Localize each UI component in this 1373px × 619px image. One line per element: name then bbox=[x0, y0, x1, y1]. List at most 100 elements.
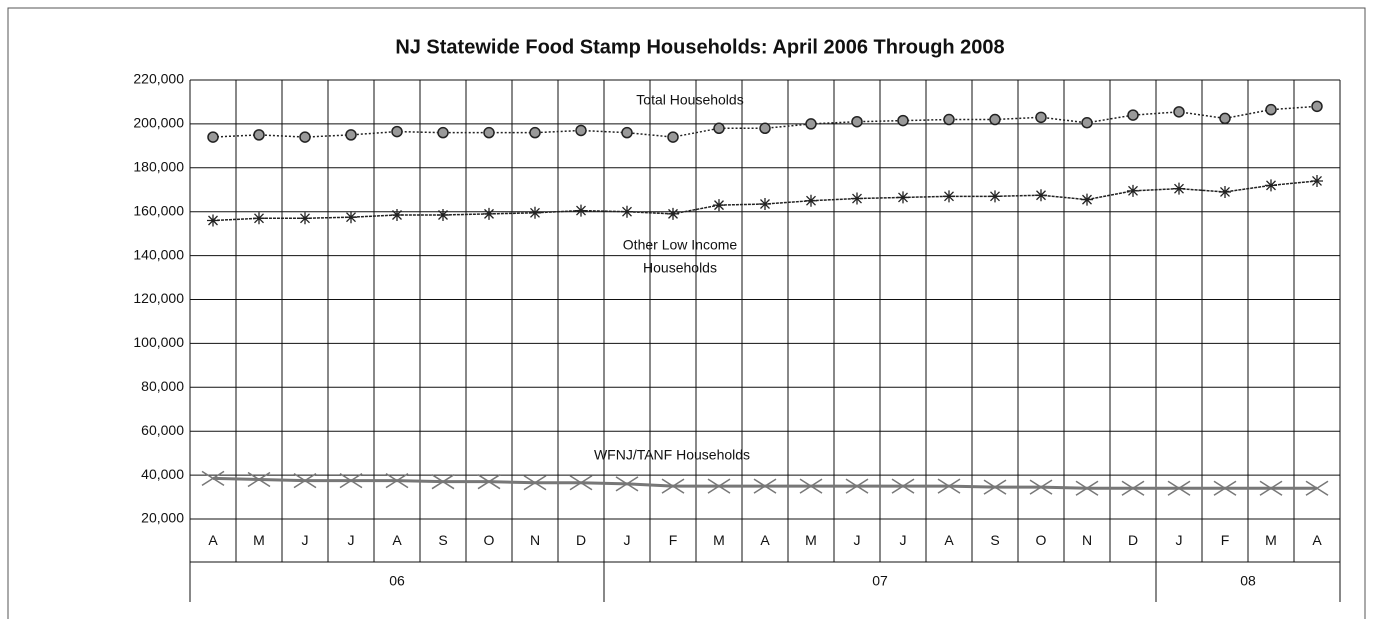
marker-circle bbox=[483, 126, 495, 139]
x-tick-label: A bbox=[1312, 532, 1322, 548]
y-tick-label: 60,000 bbox=[141, 422, 184, 438]
marker-asterisk bbox=[621, 205, 633, 218]
marker-x bbox=[201, 470, 225, 487]
marker-asterisk bbox=[483, 207, 495, 220]
marker-circle bbox=[943, 113, 955, 126]
x-tick-label: M bbox=[1265, 532, 1277, 548]
x-tick-label: J bbox=[854, 532, 861, 548]
marker-circle bbox=[207, 131, 219, 143]
x-tick-label: A bbox=[760, 532, 770, 548]
marker-circle bbox=[989, 113, 1001, 126]
x-tick-label: D bbox=[576, 532, 586, 548]
x-tick-label: A bbox=[208, 532, 218, 548]
series-label: Total Households bbox=[636, 92, 743, 108]
marker-x bbox=[523, 475, 547, 491]
y-tick-label: 160,000 bbox=[133, 202, 184, 218]
marker-circle bbox=[851, 115, 863, 128]
series-label: WFNJ/TANF Households bbox=[594, 447, 750, 463]
marker-asterisk bbox=[1265, 179, 1277, 192]
marker-asterisk bbox=[713, 199, 725, 212]
marker-asterisk bbox=[897, 191, 909, 204]
marker-x bbox=[1259, 480, 1283, 496]
marker-x bbox=[983, 479, 1007, 495]
x-tick-label: A bbox=[944, 532, 954, 548]
marker-asterisk bbox=[299, 212, 311, 225]
marker-asterisk bbox=[667, 207, 679, 220]
series-label: Households bbox=[643, 260, 717, 276]
marker-asterisk bbox=[1081, 193, 1093, 206]
y-tick-label: 220,000 bbox=[133, 71, 184, 87]
marker-x bbox=[1075, 480, 1099, 496]
x-tick-label: N bbox=[530, 532, 540, 548]
marker-x bbox=[247, 471, 271, 488]
marker-x bbox=[1213, 480, 1237, 496]
x-tick-label: S bbox=[438, 532, 447, 548]
marker-asterisk bbox=[253, 212, 265, 225]
marker-x bbox=[707, 478, 731, 494]
marker-circle bbox=[1035, 111, 1047, 124]
x-tick-label: D bbox=[1128, 532, 1138, 548]
marker-x bbox=[339, 472, 363, 489]
marker-circle bbox=[621, 126, 633, 139]
marker-circle bbox=[253, 129, 265, 141]
x-tick-label: M bbox=[253, 532, 265, 548]
marker-x bbox=[891, 478, 915, 494]
marker-x bbox=[431, 474, 455, 490]
marker-circle bbox=[299, 131, 311, 143]
marker-asterisk bbox=[1035, 189, 1047, 202]
x-tick-label: J bbox=[1176, 532, 1183, 548]
marker-x bbox=[799, 478, 823, 494]
marker-x bbox=[615, 476, 639, 492]
y-tick-label: 20,000 bbox=[141, 510, 184, 526]
marker-circle bbox=[391, 125, 403, 138]
x-tick-label: J bbox=[900, 532, 907, 548]
marker-circle bbox=[575, 124, 587, 137]
marker-asterisk bbox=[207, 214, 219, 227]
marker-circle bbox=[897, 114, 909, 127]
marker-asterisk bbox=[1311, 174, 1323, 187]
y-tick-label: 120,000 bbox=[133, 290, 184, 306]
x-tick-label: O bbox=[484, 532, 495, 548]
y-tick-label: 40,000 bbox=[141, 466, 184, 482]
marker-circle bbox=[1265, 103, 1277, 116]
marker-asterisk bbox=[1173, 182, 1185, 195]
marker-asterisk bbox=[989, 190, 1001, 203]
marker-asterisk bbox=[759, 198, 771, 211]
x-tick-label: S bbox=[990, 532, 999, 548]
marker-asterisk bbox=[529, 206, 541, 219]
x-tick-label: A bbox=[392, 532, 402, 548]
marker-asterisk bbox=[1219, 185, 1231, 198]
x-group-label: 06 bbox=[389, 573, 405, 589]
marker-asterisk bbox=[851, 192, 863, 205]
marker-asterisk bbox=[1127, 184, 1139, 197]
marker-circle bbox=[1311, 100, 1323, 113]
marker-x bbox=[753, 478, 777, 494]
marker-circle bbox=[667, 131, 679, 143]
marker-circle bbox=[1127, 109, 1139, 121]
marker-circle bbox=[805, 118, 817, 130]
marker-asterisk bbox=[575, 204, 587, 217]
x-group-label: 08 bbox=[1240, 573, 1256, 589]
marker-circle bbox=[529, 126, 541, 139]
frame bbox=[7, 7, 1366, 619]
x-group-label: 07 bbox=[872, 573, 888, 589]
marker-x bbox=[477, 474, 501, 490]
y-tick-label: 180,000 bbox=[133, 159, 184, 175]
marker-x bbox=[1167, 480, 1191, 496]
marker-x bbox=[385, 472, 409, 489]
marker-circle bbox=[1173, 106, 1185, 118]
y-tick-label: 80,000 bbox=[141, 378, 184, 394]
x-tick-label: J bbox=[624, 532, 631, 548]
x-tick-label: O bbox=[1036, 532, 1047, 548]
marker-x bbox=[293, 472, 317, 489]
marker-asterisk bbox=[345, 211, 357, 224]
marker-circle bbox=[1081, 117, 1093, 129]
y-tick-label: 100,000 bbox=[133, 334, 184, 350]
marker-circle bbox=[759, 122, 771, 135]
marker-asterisk bbox=[943, 190, 955, 203]
x-tick-label: J bbox=[302, 532, 309, 548]
marker-x bbox=[1121, 480, 1145, 496]
x-tick-label: J bbox=[348, 532, 355, 548]
marker-asterisk bbox=[805, 194, 817, 207]
